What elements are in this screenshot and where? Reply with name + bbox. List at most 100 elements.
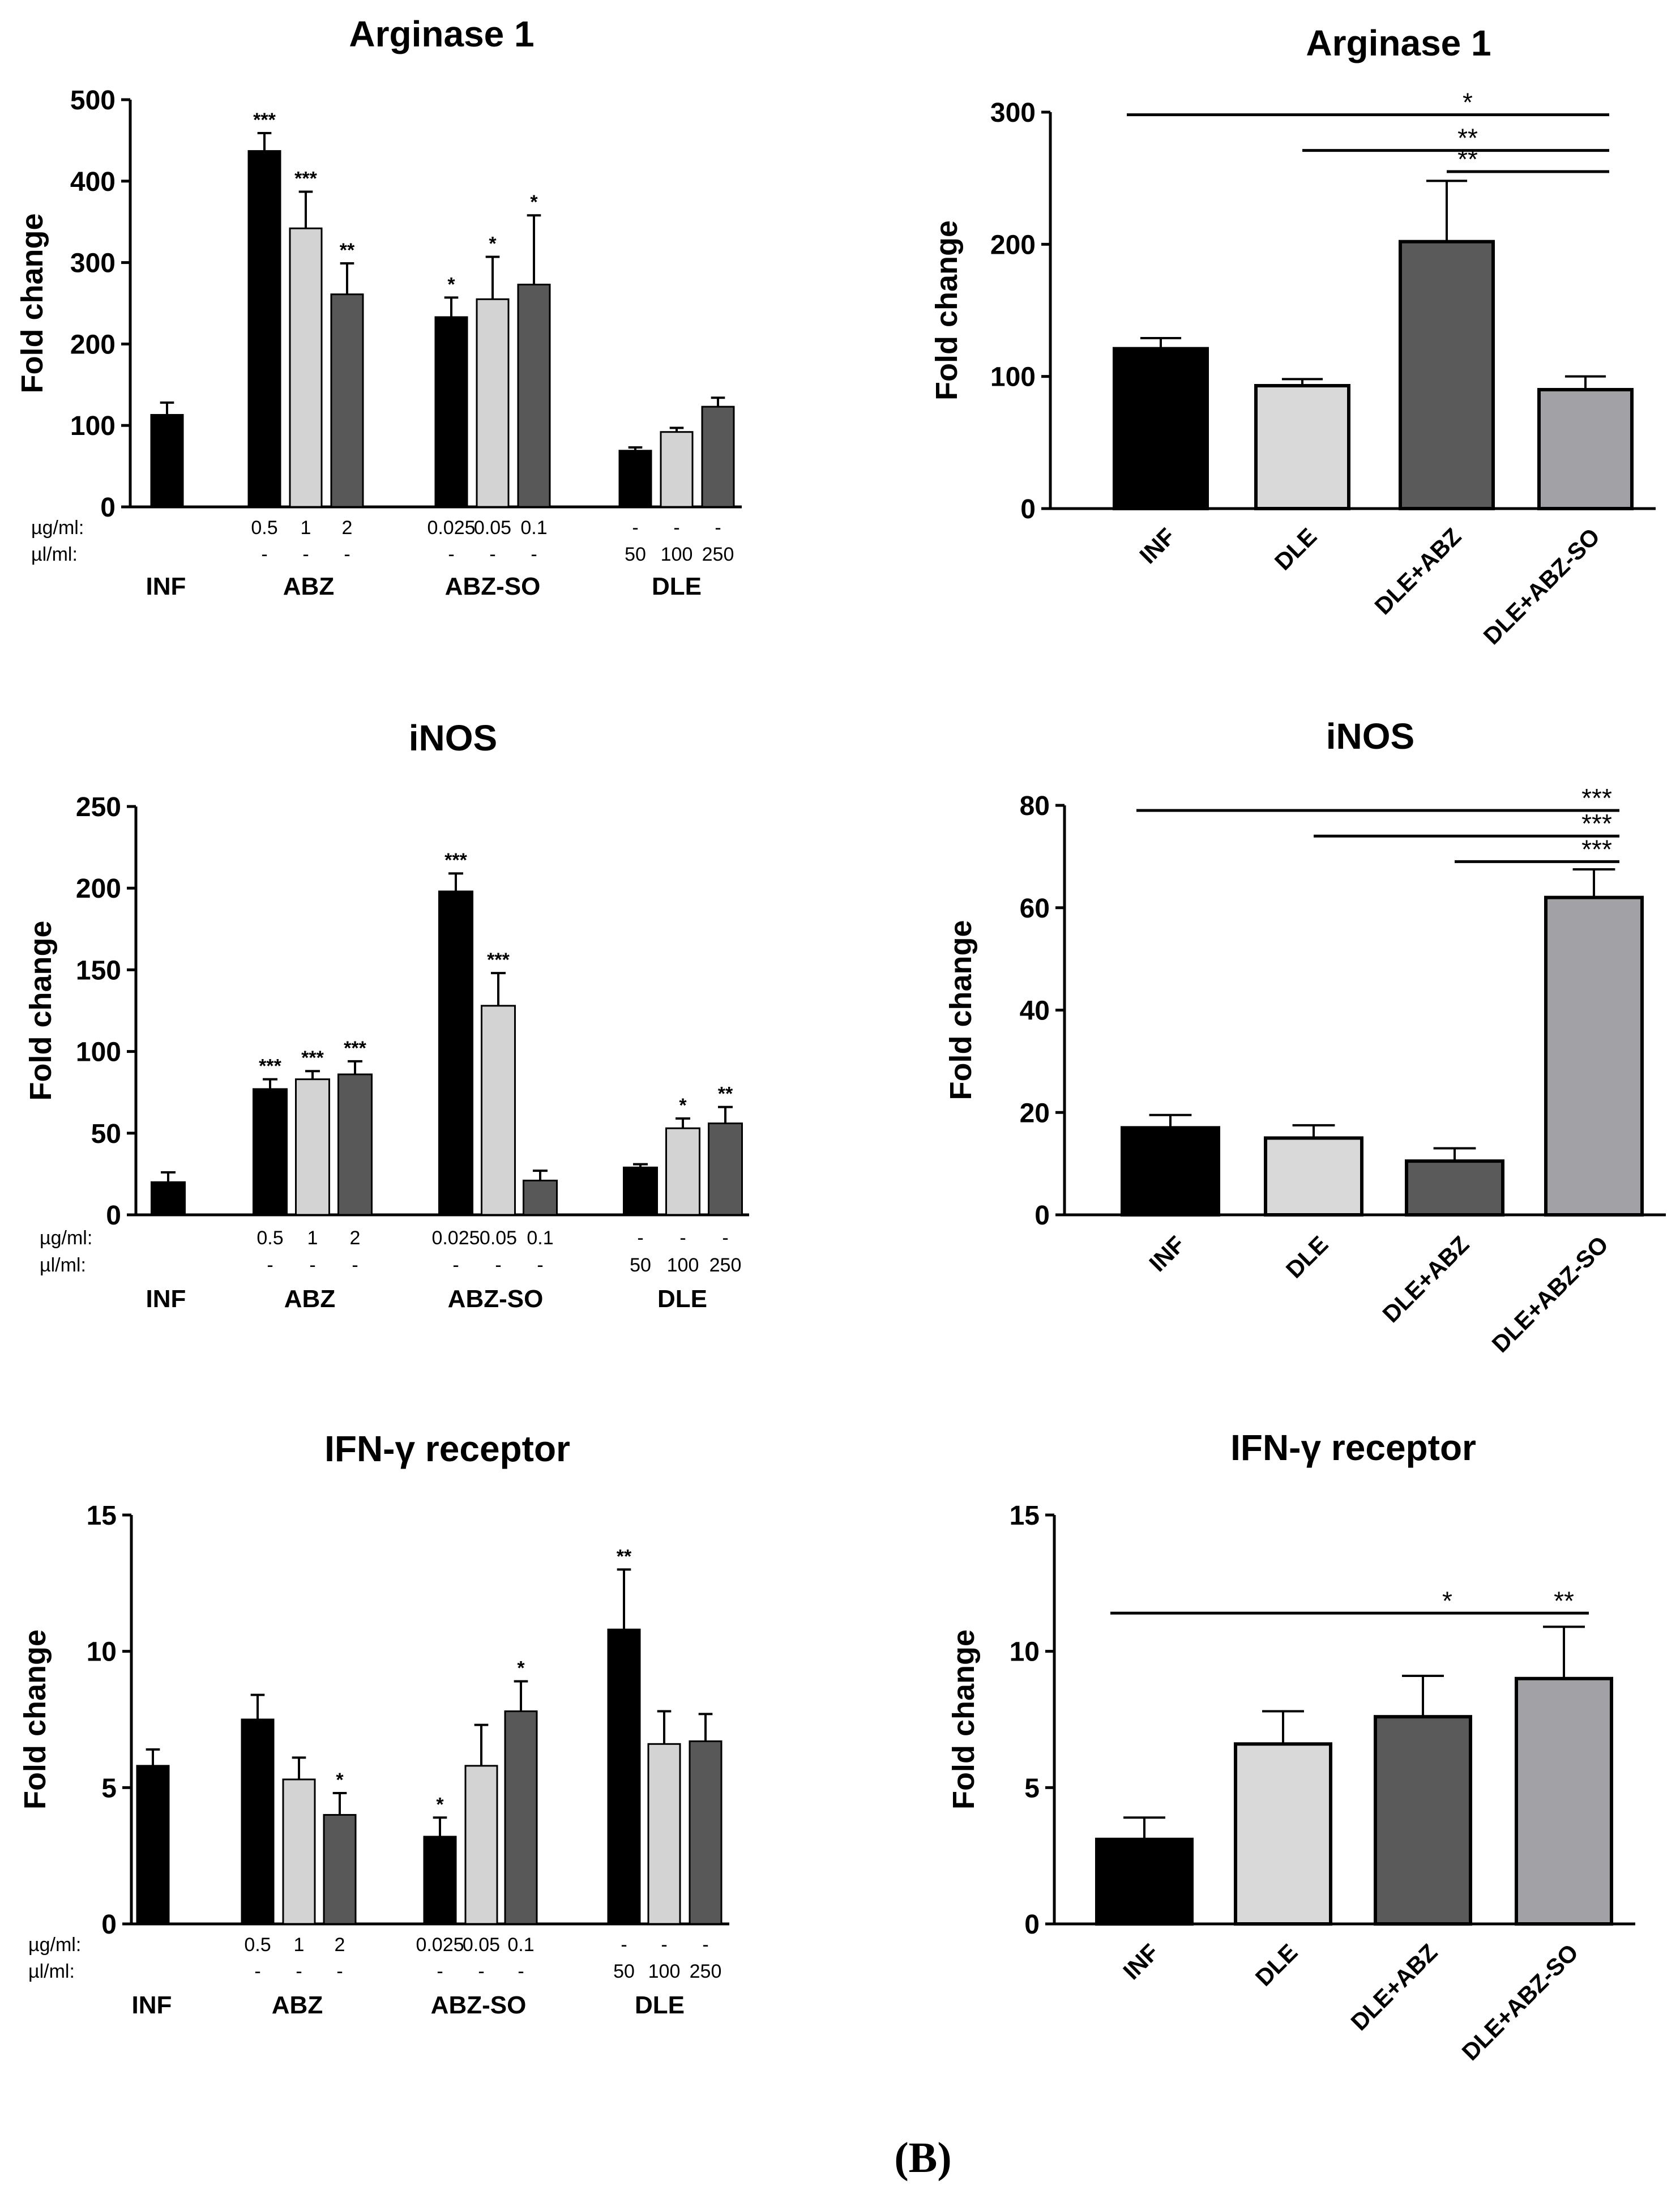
significance-label: * [447, 274, 455, 295]
bar [1121, 1126, 1220, 1217]
concentration-ug-label: - [661, 1934, 667, 1956]
concentration-ul-label: - [537, 1254, 543, 1276]
concentration-ug-label: 1 [294, 1934, 305, 1956]
group-label-abz-so: ABZ-SO [431, 1991, 527, 2019]
y-axis-label: Fold change [930, 220, 964, 400]
concentration-ul-label: - [495, 1254, 501, 1276]
bar [289, 227, 323, 508]
y-tick-label: 0 [100, 493, 116, 523]
group-label-abz: ABZ [284, 1285, 335, 1313]
bar [1537, 388, 1634, 510]
category-label-inf: INF [1118, 1939, 1164, 1985]
y-tick-label: 300 [990, 98, 1036, 128]
bar [241, 1718, 275, 1925]
bar [1544, 895, 1644, 1217]
category-label-dle-abz-so: DLE+ABZ-SO [1487, 1231, 1614, 1358]
concentration-ug-label: 2 [342, 517, 353, 539]
bar [253, 1088, 288, 1216]
concentration-ul-label: - [261, 544, 267, 565]
group-label-inf: INF [132, 1991, 172, 2019]
group-label-dle: DLE [635, 1991, 685, 2019]
concentration-ug-label: 2 [335, 1934, 345, 1956]
bar [523, 1179, 558, 1216]
bar [708, 1122, 743, 1216]
significance-label: *** [259, 1056, 281, 1077]
concentration-ul-label: 250 [709, 1254, 742, 1276]
bar [481, 1005, 516, 1216]
y-tick-label: 50 [91, 1119, 121, 1149]
bar [282, 1778, 316, 1925]
concentration-ug-label: 1 [307, 1227, 318, 1249]
y-tick-label: 400 [70, 167, 116, 197]
significance-label: *** [294, 168, 317, 189]
y-tick-label: 200 [990, 230, 1036, 260]
y-tick-label: 100 [70, 411, 116, 441]
y-tick-label: 15 [1010, 1501, 1040, 1531]
concentration-ul-label: 50 [625, 544, 646, 565]
concentration-ul-label: - [296, 1961, 302, 1982]
bar [1515, 1676, 1613, 1926]
row-label-ul-per-ml: µl/ml: [31, 544, 78, 565]
bar [618, 450, 652, 508]
significance-label: *** [1581, 809, 1612, 838]
concentration-ug-label: 0.1 [527, 1227, 553, 1249]
category-label-dle-abz: DLE+ABZ [1369, 523, 1466, 620]
y-tick-label: 250 [76, 792, 121, 822]
concentration-ul-label: 100 [661, 544, 693, 565]
concentration-ul-label: - [478, 1961, 484, 1982]
concentration-ul-label: - [336, 1961, 343, 1982]
chart-title: IFN-γ receptor [1230, 1427, 1476, 1468]
y-tick-label: 100 [990, 362, 1036, 392]
significance-label: ** [718, 1083, 733, 1105]
significance-label: *** [1581, 834, 1612, 864]
concentration-ul-label: - [302, 544, 309, 565]
y-tick-label: 150 [76, 955, 121, 985]
concentration-ul-label: - [309, 1254, 315, 1276]
category-label-dle: DLE [1281, 1231, 1333, 1283]
bar [476, 298, 510, 508]
y-axis-label: Fold change [24, 920, 58, 1100]
concentration-ug-label: 0.5 [251, 517, 277, 539]
significance-label: ** [340, 240, 355, 261]
bar [295, 1078, 330, 1216]
concentration-ug-label: - [715, 517, 721, 539]
concentration-ug-label: 0.1 [507, 1934, 534, 1956]
y-tick-label: 200 [70, 330, 116, 360]
bar [136, 1765, 170, 1925]
row-label-ul-per-ml: µl/ml: [28, 1961, 75, 1982]
concentration-ug-label: 1 [301, 517, 311, 539]
y-tick-label: 0 [1034, 1201, 1050, 1231]
chart-title: IFN-γ receptor [324, 1428, 570, 1469]
bar [607, 1628, 641, 1925]
group-label-dle: DLE [652, 573, 702, 600]
bar [151, 1181, 186, 1216]
y-axis-label: Fold change [944, 920, 978, 1100]
y-tick-label: 0 [1024, 1910, 1040, 1940]
category-label-dle-abz-so: DLE+ABZ-SO [1478, 523, 1605, 650]
significance-label: * [530, 191, 538, 213]
category-label-dle: DLE [1250, 1939, 1303, 1991]
y-tick-label: 60 [1020, 894, 1050, 924]
concentration-ug-label: - [702, 1934, 708, 1956]
concentration-ug-label: 0.05 [480, 1227, 517, 1249]
concentration-ug-label: - [637, 1227, 643, 1249]
category-label-inf: INF [1134, 523, 1180, 569]
concentration-ug-label: 0.5 [244, 1934, 271, 1956]
concentration-ug-label: - [621, 1934, 627, 1956]
group-label-abz-so: ABZ-SO [445, 573, 541, 600]
significance-label: *** [1581, 783, 1612, 813]
bar [1399, 240, 1495, 510]
bar [1264, 1136, 1363, 1217]
bar [623, 1166, 658, 1216]
bar [434, 316, 468, 508]
concentration-ug-label: 0.5 [257, 1227, 283, 1249]
group-label-abz-so: ABZ-SO [448, 1285, 544, 1313]
bar [1405, 1159, 1504, 1217]
significance-label: * [517, 1658, 525, 1679]
concentration-ul-label: 100 [667, 1254, 699, 1276]
y-axis-label: Fold change [947, 1629, 981, 1810]
concentration-ul-label: 250 [702, 544, 734, 565]
bar [1374, 1715, 1472, 1926]
